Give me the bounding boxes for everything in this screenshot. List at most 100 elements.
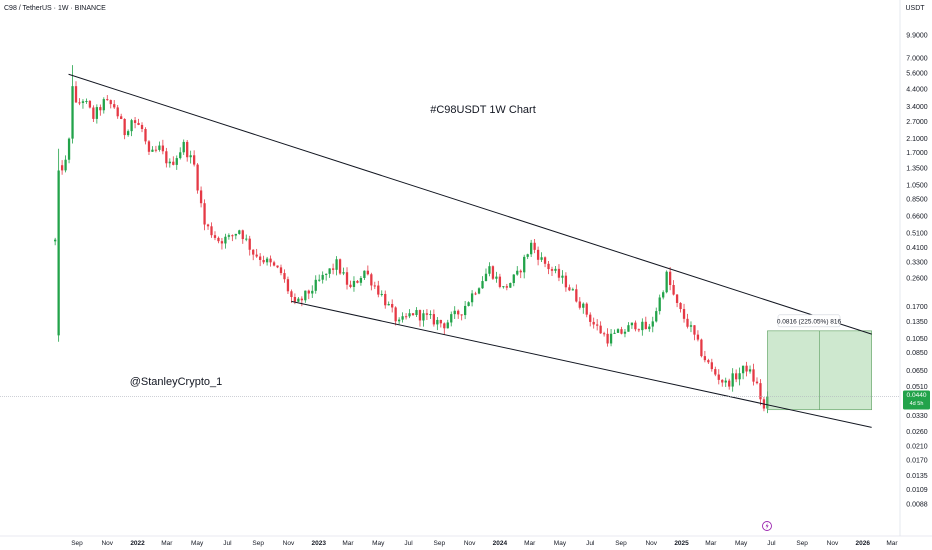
candle-body: [238, 230, 241, 234]
price-tick-label: 0.1700: [906, 304, 928, 311]
candle-body: [328, 268, 331, 274]
candle-body: [429, 314, 432, 316]
candle-body: [682, 309, 686, 319]
candle-body: [735, 373, 738, 380]
news-flag-icon[interactable]: [762, 521, 772, 531]
price-tick-label: 0.1350: [906, 319, 928, 326]
candle-body: [728, 380, 731, 387]
candle-body: [130, 120, 133, 132]
price-tick-label: 0.1050: [906, 336, 928, 343]
candle-body: [457, 310, 460, 315]
candle-body: [665, 271, 668, 293]
candle-body: [286, 279, 290, 292]
candle-body: [710, 362, 713, 370]
candle-body: [724, 380, 727, 383]
candle-body: [693, 325, 696, 335]
time-tick-label: Nov: [101, 540, 113, 547]
price-tick-label: 4.4000: [906, 87, 928, 94]
candle-body: [741, 365, 745, 374]
candle-body: [265, 258, 269, 263]
price-tick-label: 0.0650: [906, 368, 928, 375]
candle-body: [575, 289, 578, 302]
candle-body: [363, 270, 366, 278]
candle-body: [703, 356, 707, 361]
candle-body: [533, 242, 536, 250]
candle-body: [227, 235, 231, 237]
symbol-title: C98 / TetherUS · 1W · BINANCE: [4, 5, 106, 12]
price-tick-label: 0.0850: [906, 350, 928, 357]
price-tick-label: 9.9000: [906, 33, 928, 40]
candle-body: [387, 304, 390, 306]
price-tick-label: 0.3300: [906, 260, 928, 267]
candle-body: [488, 266, 491, 274]
candle-body: [516, 270, 519, 275]
candle-body: [175, 158, 178, 165]
upper-trendline: [68, 73, 872, 335]
candle-body: [74, 86, 78, 103]
target-label-text: 0.0816 (225.05%) 816: [777, 318, 842, 325]
price-tick-label: 0.0170: [906, 457, 928, 464]
candle-body: [234, 233, 237, 236]
candle-body: [88, 100, 92, 108]
current-price-value: 0.0440: [907, 392, 927, 399]
candle-body: [755, 381, 759, 384]
candle-body: [78, 102, 81, 104]
candle-body: [373, 285, 376, 287]
candle-body: [606, 333, 609, 344]
time-tick-label: 2024: [493, 540, 508, 547]
price-axis-panel[interactable]: [900, 0, 932, 550]
candle-body: [394, 307, 397, 322]
candle-body: [648, 326, 651, 330]
time-tick-label: Mar: [161, 540, 173, 547]
candle-body: [307, 290, 310, 294]
time-tick-label: 2023: [311, 540, 326, 547]
candle-body: [634, 322, 637, 330]
candle-body: [450, 314, 453, 323]
candle-body: [592, 321, 595, 325]
candle-body: [199, 190, 203, 204]
price-tick-label: 0.0510: [906, 384, 928, 391]
time-tick-label: Jul: [767, 540, 776, 547]
candle-body: [599, 325, 602, 334]
candle-body: [356, 280, 359, 283]
price-tick-label: 0.0210: [906, 443, 928, 450]
candle-body: [502, 286, 505, 288]
chart-title: #C98USDT 1W Chart: [430, 104, 536, 116]
candle-body: [585, 303, 588, 315]
candle-body: [731, 373, 734, 387]
candle-body: [290, 291, 293, 298]
time-tick-label: 2026: [855, 540, 870, 547]
price-axis: 9.9000 7.0000 5.6000 4.4000 3.4000 2.7000 2.10…: [906, 33, 928, 509]
candle-body: [172, 161, 175, 165]
price-tick-label: 2.7000: [906, 119, 928, 126]
candle-body: [349, 284, 352, 287]
candle-body: [411, 313, 415, 316]
candle-body: [453, 310, 456, 315]
candle-body: [596, 324, 599, 326]
candle-body: [255, 254, 258, 257]
price-tick-label: 0.0330: [906, 413, 928, 420]
candle-body: [662, 292, 665, 298]
time-axis[interactable]: Sep Nov 2022 Mar May Jul Sep Nov 2023 Mar May Jul Se…: [71, 540, 898, 547]
candle-body: [192, 155, 196, 165]
price-tick-label: 5.6000: [906, 71, 928, 78]
price-tick-label: 3.4000: [906, 104, 928, 111]
candle-body: [189, 155, 192, 158]
candle-body: [384, 293, 387, 306]
candle-body: [401, 316, 404, 320]
candle-body: [696, 334, 700, 340]
candle-body: [436, 319, 439, 325]
candle-body: [220, 241, 224, 244]
candle-body: [120, 116, 123, 119]
time-tick-label: Mar: [342, 540, 354, 547]
candle-body: [186, 141, 189, 158]
candle-body: [536, 249, 540, 260]
candle-body: [443, 323, 446, 329]
price-tick-label: 0.2600: [906, 275, 928, 282]
candle-body: [345, 272, 349, 285]
time-tick-label: Mar: [886, 540, 898, 547]
candle-body: [509, 283, 512, 288]
